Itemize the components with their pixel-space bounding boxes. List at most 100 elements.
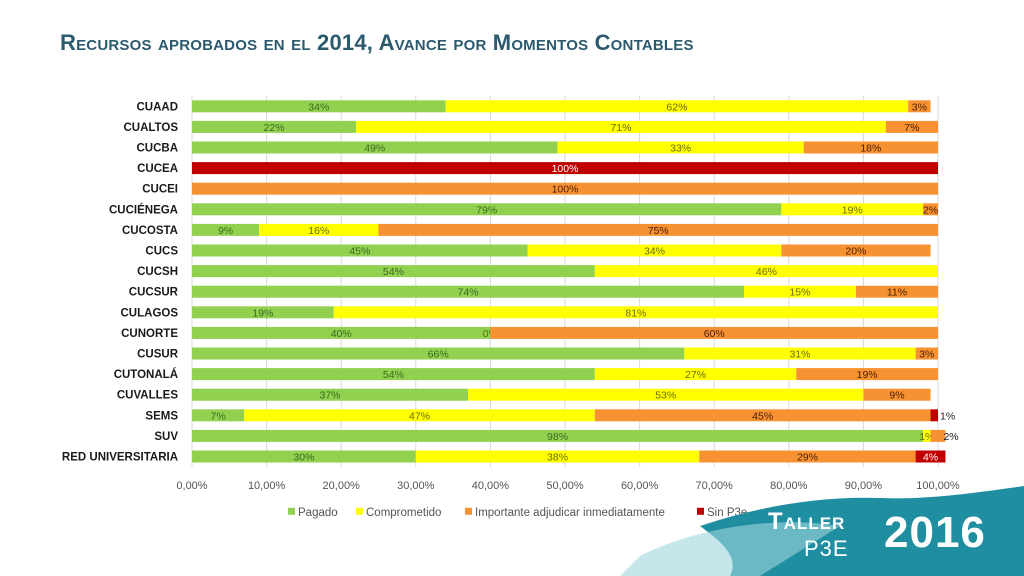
brand-taller: Taller — [768, 508, 846, 535]
category-label: CUCBA — [136, 143, 178, 155]
data-label: 11% — [887, 287, 907, 299]
bar-segment — [192, 368, 595, 381]
category-label: CUCIÉNEGA — [109, 203, 178, 216]
bar-segment — [781, 244, 931, 257]
bar-segment — [192, 100, 446, 113]
data-label: 34% — [644, 246, 665, 258]
bar-segment — [557, 141, 804, 154]
category-label: RED UNIVERSITARIA — [62, 452, 178, 464]
category-label: CUCEA — [137, 163, 178, 175]
data-label: 9% — [218, 225, 233, 237]
bar-segment — [863, 388, 931, 401]
data-label: 40% — [331, 328, 352, 340]
chart-title: Recursos aprobados en el 2014, Avance po… — [60, 30, 694, 55]
data-label: 79% — [476, 204, 497, 216]
legend-label: Sin P3e — [707, 507, 747, 519]
bar-segment — [192, 450, 416, 463]
data-label: 7% — [211, 410, 226, 422]
bar-segment — [915, 347, 938, 360]
x-tick-label: 20,00% — [323, 480, 361, 492]
bar-segment — [885, 120, 938, 133]
data-label: 19% — [842, 204, 863, 216]
bar-segment — [527, 244, 782, 257]
category-label: CUALTOS — [123, 122, 178, 134]
data-label: 30% — [293, 452, 314, 464]
bar-segment — [803, 141, 938, 154]
category-label: CUCSH — [137, 266, 178, 278]
bar-segment — [244, 409, 595, 422]
bar-segment — [930, 429, 946, 442]
data-label: 46% — [756, 266, 777, 278]
bar-segment — [192, 347, 685, 360]
category-label: SEMS — [145, 410, 178, 422]
bar-segment — [259, 223, 379, 236]
data-label: 20% — [845, 246, 866, 258]
category-label: CUCEI — [142, 184, 178, 196]
bar-segment — [923, 429, 931, 442]
category-label: CUTONALÁ — [114, 368, 178, 381]
bar-segment — [490, 326, 938, 339]
bar-segment — [192, 285, 745, 298]
data-label: 18% — [860, 143, 881, 155]
x-tick-label: 100,00% — [916, 480, 960, 492]
category-label: SUV — [154, 431, 178, 443]
legend-label: Comprometido — [366, 507, 441, 519]
bar-segment — [192, 409, 245, 422]
bar-segment — [468, 388, 864, 401]
data-label: 98% — [547, 431, 568, 443]
bar-segment — [192, 388, 469, 401]
category-label: CUCS — [145, 246, 178, 258]
bar-segment — [744, 285, 856, 298]
data-label: 2% — [943, 431, 958, 443]
legend: Pagado Comprometido Importante adjudicar i… — [288, 507, 747, 519]
data-label: 100% — [552, 163, 579, 175]
data-label: 47% — [409, 410, 430, 422]
data-label: 22% — [264, 122, 285, 134]
bar-segment — [192, 223, 260, 236]
x-tick-label: 60,00% — [621, 480, 659, 492]
data-label: 19% — [857, 369, 878, 381]
data-label: 29% — [797, 452, 818, 464]
data-label: 62% — [666, 101, 687, 113]
bar-segment — [192, 182, 938, 195]
brand-year: 2016 — [884, 508, 986, 557]
data-label: 27% — [685, 369, 706, 381]
data-label: 71% — [610, 122, 631, 134]
bar-segment — [356, 120, 886, 133]
data-label: 37% — [320, 390, 341, 402]
data-label: 74% — [458, 287, 479, 299]
data-label: 45% — [349, 246, 370, 258]
data-label: 81% — [625, 307, 646, 319]
bar-segment — [796, 368, 938, 381]
data-label: 34% — [308, 101, 329, 113]
data-label: 7% — [904, 122, 919, 134]
category-label: CUAAD — [136, 101, 178, 113]
data-label: 60% — [704, 328, 725, 340]
data-label: 75% — [648, 225, 669, 237]
data-label: 33% — [670, 143, 691, 155]
x-tick-label: 0,00% — [176, 480, 207, 492]
x-tick-label: 50,00% — [546, 480, 584, 492]
bar-segment — [192, 244, 528, 257]
bar-segment — [699, 450, 916, 463]
bar-segment — [378, 223, 938, 236]
data-label: 66% — [428, 349, 449, 361]
bar-segment — [781, 203, 924, 216]
data-label: 54% — [383, 266, 404, 278]
bars-group: 34% 62% 3% 22% 71% 7% 49% 33% 18% 100% 100% 79% 19% 2… — [192, 100, 959, 464]
x-tick-label: 30,00% — [397, 480, 435, 492]
data-label: 1% — [940, 410, 955, 422]
data-label: 38% — [547, 452, 568, 464]
x-tick-label: 90,00% — [845, 480, 883, 492]
bar-segment — [684, 347, 916, 360]
bar-segment — [192, 326, 491, 339]
bar-segment — [855, 285, 938, 298]
legend-swatch — [288, 507, 295, 515]
data-label: 3% — [912, 101, 927, 113]
legend-label: Pagado — [298, 507, 338, 519]
bar-segment — [333, 306, 938, 319]
data-label: 15% — [789, 287, 810, 299]
bar-segment — [192, 203, 782, 216]
data-label: 19% — [252, 307, 273, 319]
data-label: 9% — [889, 390, 904, 402]
